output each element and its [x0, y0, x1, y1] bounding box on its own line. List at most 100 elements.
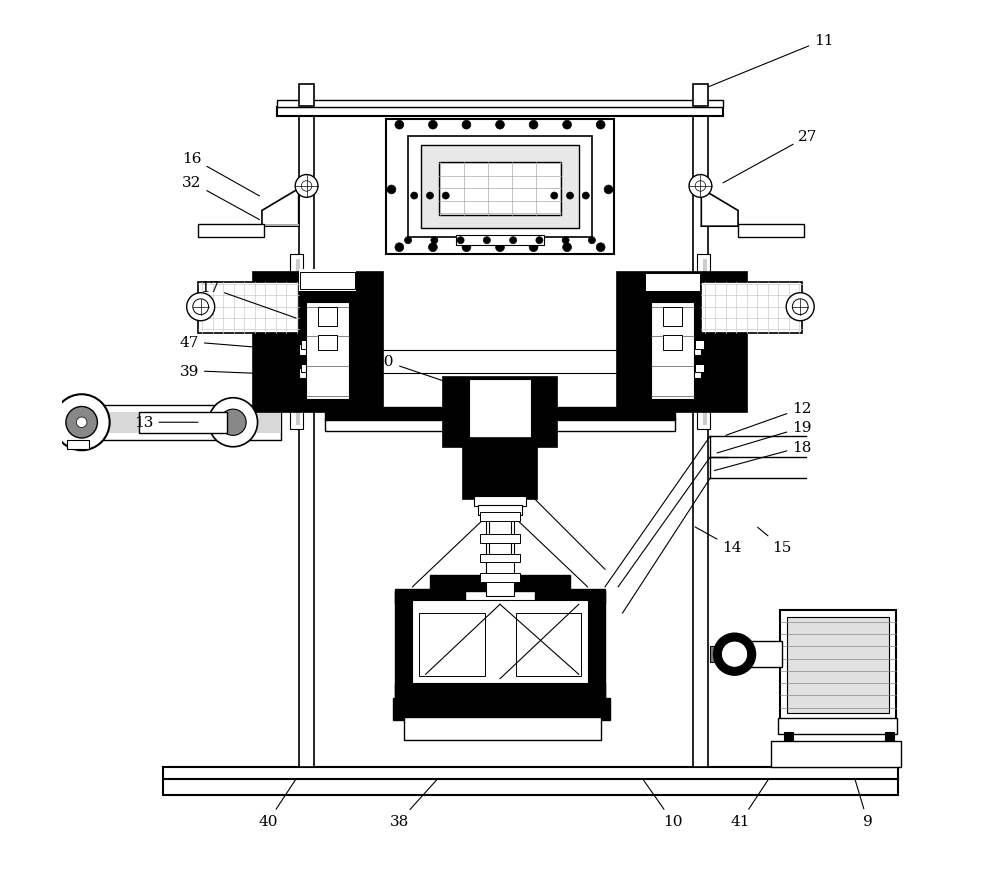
- Bar: [703, 260, 707, 425]
- Circle shape: [596, 121, 605, 130]
- Bar: [318, 307, 337, 326]
- Bar: [710, 646, 732, 662]
- Circle shape: [462, 121, 471, 130]
- Circle shape: [66, 407, 97, 438]
- Bar: [299, 85, 314, 107]
- Bar: [480, 574, 520, 581]
- Circle shape: [483, 238, 490, 245]
- Bar: [588, 591, 605, 701]
- Bar: [478, 505, 522, 516]
- Circle shape: [792, 300, 808, 315]
- Bar: [67, 440, 89, 449]
- Bar: [299, 107, 314, 767]
- Bar: [701, 107, 706, 767]
- Circle shape: [714, 633, 756, 675]
- Bar: [277, 101, 723, 108]
- Bar: [516, 613, 581, 676]
- Circle shape: [551, 193, 558, 200]
- Circle shape: [429, 121, 437, 130]
- Circle shape: [295, 175, 318, 198]
- Polygon shape: [701, 189, 738, 227]
- Bar: [306, 303, 349, 399]
- Text: 10: 10: [643, 780, 682, 829]
- Circle shape: [567, 193, 574, 200]
- Bar: [430, 576, 570, 591]
- Circle shape: [442, 193, 449, 200]
- Circle shape: [193, 300, 209, 315]
- Circle shape: [429, 244, 437, 253]
- Bar: [469, 380, 531, 445]
- Bar: [780, 610, 896, 720]
- Text: 40: 40: [258, 780, 295, 829]
- Circle shape: [496, 121, 504, 130]
- Text: 18: 18: [714, 440, 812, 471]
- Bar: [784, 732, 793, 746]
- Polygon shape: [286, 225, 299, 227]
- Text: 19: 19: [717, 421, 812, 453]
- Circle shape: [187, 294, 215, 321]
- Circle shape: [411, 193, 418, 200]
- Bar: [412, 600, 588, 683]
- Bar: [787, 617, 889, 713]
- Bar: [253, 273, 383, 412]
- Circle shape: [563, 244, 571, 253]
- Polygon shape: [280, 225, 293, 227]
- Bar: [695, 340, 704, 349]
- Bar: [474, 496, 526, 507]
- Bar: [693, 345, 701, 355]
- Circle shape: [689, 175, 712, 198]
- Polygon shape: [262, 225, 275, 227]
- Bar: [163, 780, 898, 795]
- Circle shape: [426, 193, 433, 200]
- Bar: [645, 275, 700, 292]
- Circle shape: [462, 244, 471, 253]
- Polygon shape: [293, 225, 299, 227]
- Circle shape: [721, 641, 748, 667]
- Circle shape: [596, 244, 605, 253]
- Circle shape: [301, 182, 312, 192]
- Bar: [198, 225, 264, 238]
- Bar: [73, 405, 281, 440]
- Circle shape: [536, 238, 543, 245]
- Bar: [456, 236, 544, 246]
- Bar: [695, 364, 704, 373]
- Circle shape: [604, 186, 613, 195]
- Circle shape: [563, 121, 571, 130]
- Bar: [395, 591, 412, 701]
- Bar: [318, 335, 337, 351]
- Text: 16: 16: [182, 152, 260, 196]
- Bar: [463, 438, 537, 500]
- Circle shape: [395, 121, 404, 130]
- Text: 27: 27: [723, 130, 818, 183]
- Text: 47: 47: [180, 335, 294, 351]
- Bar: [480, 554, 520, 563]
- Text: 20: 20: [375, 354, 449, 383]
- Circle shape: [387, 186, 396, 195]
- Bar: [419, 613, 485, 676]
- Bar: [395, 589, 465, 602]
- Circle shape: [431, 238, 438, 245]
- Bar: [617, 273, 747, 412]
- Circle shape: [510, 238, 517, 245]
- Bar: [693, 368, 701, 379]
- Bar: [489, 519, 511, 561]
- Circle shape: [529, 121, 538, 130]
- Bar: [299, 345, 307, 355]
- Bar: [885, 732, 894, 746]
- Bar: [307, 107, 312, 767]
- Bar: [439, 163, 561, 216]
- Bar: [395, 683, 605, 701]
- Text: 14: 14: [695, 527, 742, 555]
- Circle shape: [786, 294, 814, 321]
- Text: 32: 32: [182, 176, 260, 220]
- Circle shape: [209, 398, 258, 447]
- Bar: [325, 408, 675, 421]
- Circle shape: [529, 244, 538, 253]
- Circle shape: [76, 417, 87, 428]
- Bar: [443, 377, 557, 447]
- Bar: [663, 307, 682, 326]
- Text: 11: 11: [708, 33, 834, 88]
- Bar: [771, 741, 901, 767]
- Bar: [663, 335, 682, 351]
- Circle shape: [405, 238, 412, 245]
